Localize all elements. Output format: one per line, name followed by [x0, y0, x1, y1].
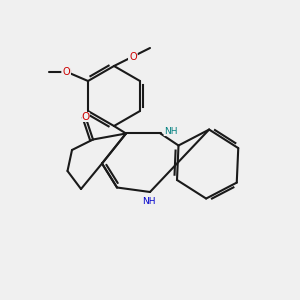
Text: O: O	[129, 52, 137, 62]
Text: NH: NH	[164, 127, 178, 136]
Text: O: O	[128, 52, 136, 62]
Text: NH: NH	[142, 196, 155, 206]
Text: O: O	[63, 67, 71, 77]
Text: O: O	[62, 67, 70, 77]
Text: O: O	[81, 112, 90, 122]
